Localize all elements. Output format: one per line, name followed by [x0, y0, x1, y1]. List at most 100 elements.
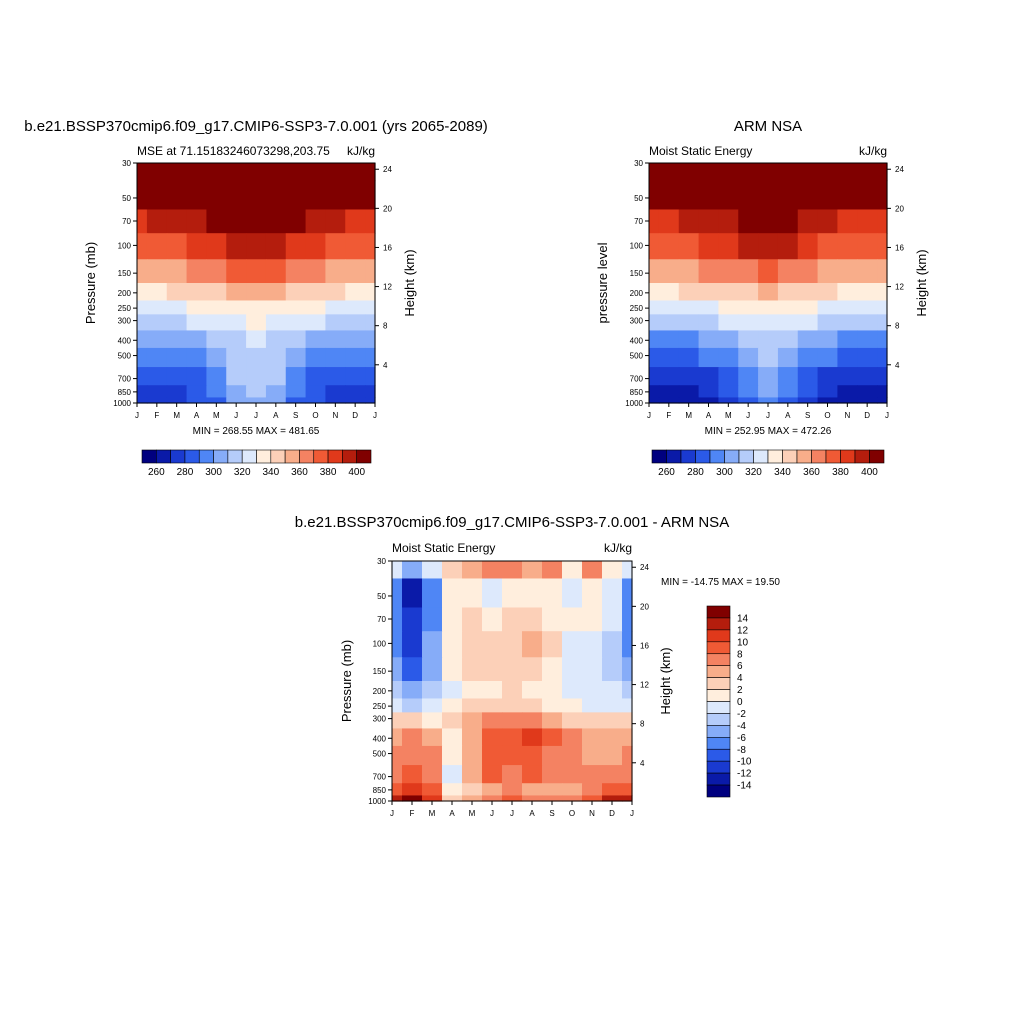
pressure-tick-label: 50	[122, 194, 131, 203]
heatmap-cell	[602, 745, 623, 766]
height-tick-label: 16	[895, 243, 904, 252]
heatmap-cell	[542, 765, 563, 784]
heatmap-cell	[837, 283, 858, 302]
heatmap-cell	[658, 233, 680, 260]
heatmap-cell	[146, 367, 168, 386]
heatmap-cell	[678, 283, 700, 302]
height-tick-label: 8	[895, 322, 900, 331]
heatmap-cell	[777, 163, 799, 182]
heatmap-cell	[777, 314, 799, 332]
colorbar-swatch	[706, 665, 731, 678]
heatmap-cell	[522, 631, 543, 658]
heatmap-cell	[285, 300, 307, 315]
heatmap-cell	[365, 397, 376, 404]
heatmap-cell	[738, 385, 759, 399]
colorbar-swatch	[706, 748, 731, 762]
heatmap-cell	[877, 330, 888, 349]
heatmap-cell	[265, 385, 287, 399]
heatmap-cell	[226, 314, 247, 332]
heatmap-cell	[502, 795, 523, 802]
heatmap-cell	[422, 745, 443, 766]
heatmap-cell	[206, 367, 227, 386]
model-heatmap-cells	[137, 163, 376, 404]
heatmap-cell	[542, 607, 563, 632]
heatmap-cell	[718, 347, 739, 368]
colorbar-swatch	[706, 641, 731, 655]
heatmap-cell	[857, 163, 878, 182]
heatmap-cell	[649, 385, 660, 399]
month-tick-label: S	[549, 809, 554, 818]
heatmap-cell	[265, 233, 287, 260]
colorbar-swatch	[782, 449, 798, 464]
heatmap-cell	[305, 259, 327, 284]
heatmap-cell	[462, 765, 483, 784]
heatmap-cell	[482, 657, 503, 682]
colorbar-swatch	[767, 449, 783, 464]
heatmap-cell	[837, 347, 858, 368]
heatmap-cell	[718, 367, 739, 386]
heatmap-cell	[186, 233, 208, 260]
heatmap-cell	[402, 631, 423, 658]
heatmap-cell	[226, 385, 247, 399]
heatmap-cell	[166, 330, 188, 349]
obs-height-ticks: 24 20 16 12 8 4	[887, 165, 904, 370]
heatmap-cell	[246, 233, 267, 260]
heatmap-cell	[246, 163, 267, 182]
heatmap-cell	[166, 397, 188, 404]
month-tick-label: S	[805, 411, 810, 420]
heatmap-cell	[246, 367, 267, 386]
heatmap-cell	[482, 698, 503, 713]
pressure-tick-label: 500	[118, 352, 132, 361]
heatmap-cell	[392, 607, 403, 632]
heatmap-cell	[582, 765, 603, 784]
colorbar-swatch	[811, 449, 827, 464]
heatmap-cell	[392, 728, 403, 747]
colorbar-swatch	[706, 784, 731, 798]
heatmap-cell	[186, 300, 208, 315]
heatmap-cell	[658, 314, 680, 332]
heatmap-cell	[622, 657, 633, 682]
heatmap-cell	[325, 347, 346, 368]
heatmap-cell	[522, 607, 543, 632]
heatmap-cell	[758, 209, 779, 234]
heatmap-cell	[345, 367, 366, 386]
heatmap-cell	[777, 367, 799, 386]
colorbar-swatch	[706, 701, 731, 714]
colorbar-label: 0	[737, 697, 743, 708]
heatmap-cell	[562, 795, 583, 802]
heatmap-cell	[817, 397, 839, 404]
model-colorbar: 260 280 300 320 340 360 380 400	[141, 449, 372, 478]
heatmap-cell	[698, 385, 720, 399]
heatmap-cell	[817, 330, 839, 349]
month-tick-label: N	[332, 411, 338, 420]
heatmap-cell	[698, 300, 720, 315]
model-height-ticks: 24 20 16 12 8 4	[375, 165, 392, 370]
heatmap-cell	[226, 330, 247, 349]
heatmap-cell	[392, 561, 403, 580]
obs-panel-title: ARM NSA	[734, 118, 802, 135]
pressure-tick-label: 200	[373, 687, 387, 696]
heatmap-cell	[797, 180, 819, 211]
heatmap-cell	[305, 367, 327, 386]
heatmap-cell	[137, 209, 148, 234]
obs-panel-subtitle-right: kJ/kg	[859, 144, 887, 158]
heatmap-cell	[522, 795, 543, 802]
heatmap-cell	[325, 209, 346, 234]
heatmap-cell	[325, 283, 346, 302]
heatmap-cell	[542, 631, 563, 658]
heatmap-cell	[226, 367, 247, 386]
colorbar-label: -10	[737, 757, 752, 768]
heatmap-cell	[542, 712, 563, 730]
heatmap-cell	[522, 745, 543, 766]
heatmap-cell	[392, 783, 403, 797]
month-tick-label: F	[666, 411, 671, 420]
heatmap-cell	[758, 314, 779, 332]
heatmap-cell	[649, 367, 660, 386]
heatmap-cell	[166, 209, 188, 234]
heatmap-cell	[345, 283, 366, 302]
heatmap-cell	[146, 300, 168, 315]
heatmap-cell	[392, 657, 403, 682]
pressure-tick-label: 30	[634, 159, 643, 168]
heatmap-cell	[226, 300, 247, 315]
